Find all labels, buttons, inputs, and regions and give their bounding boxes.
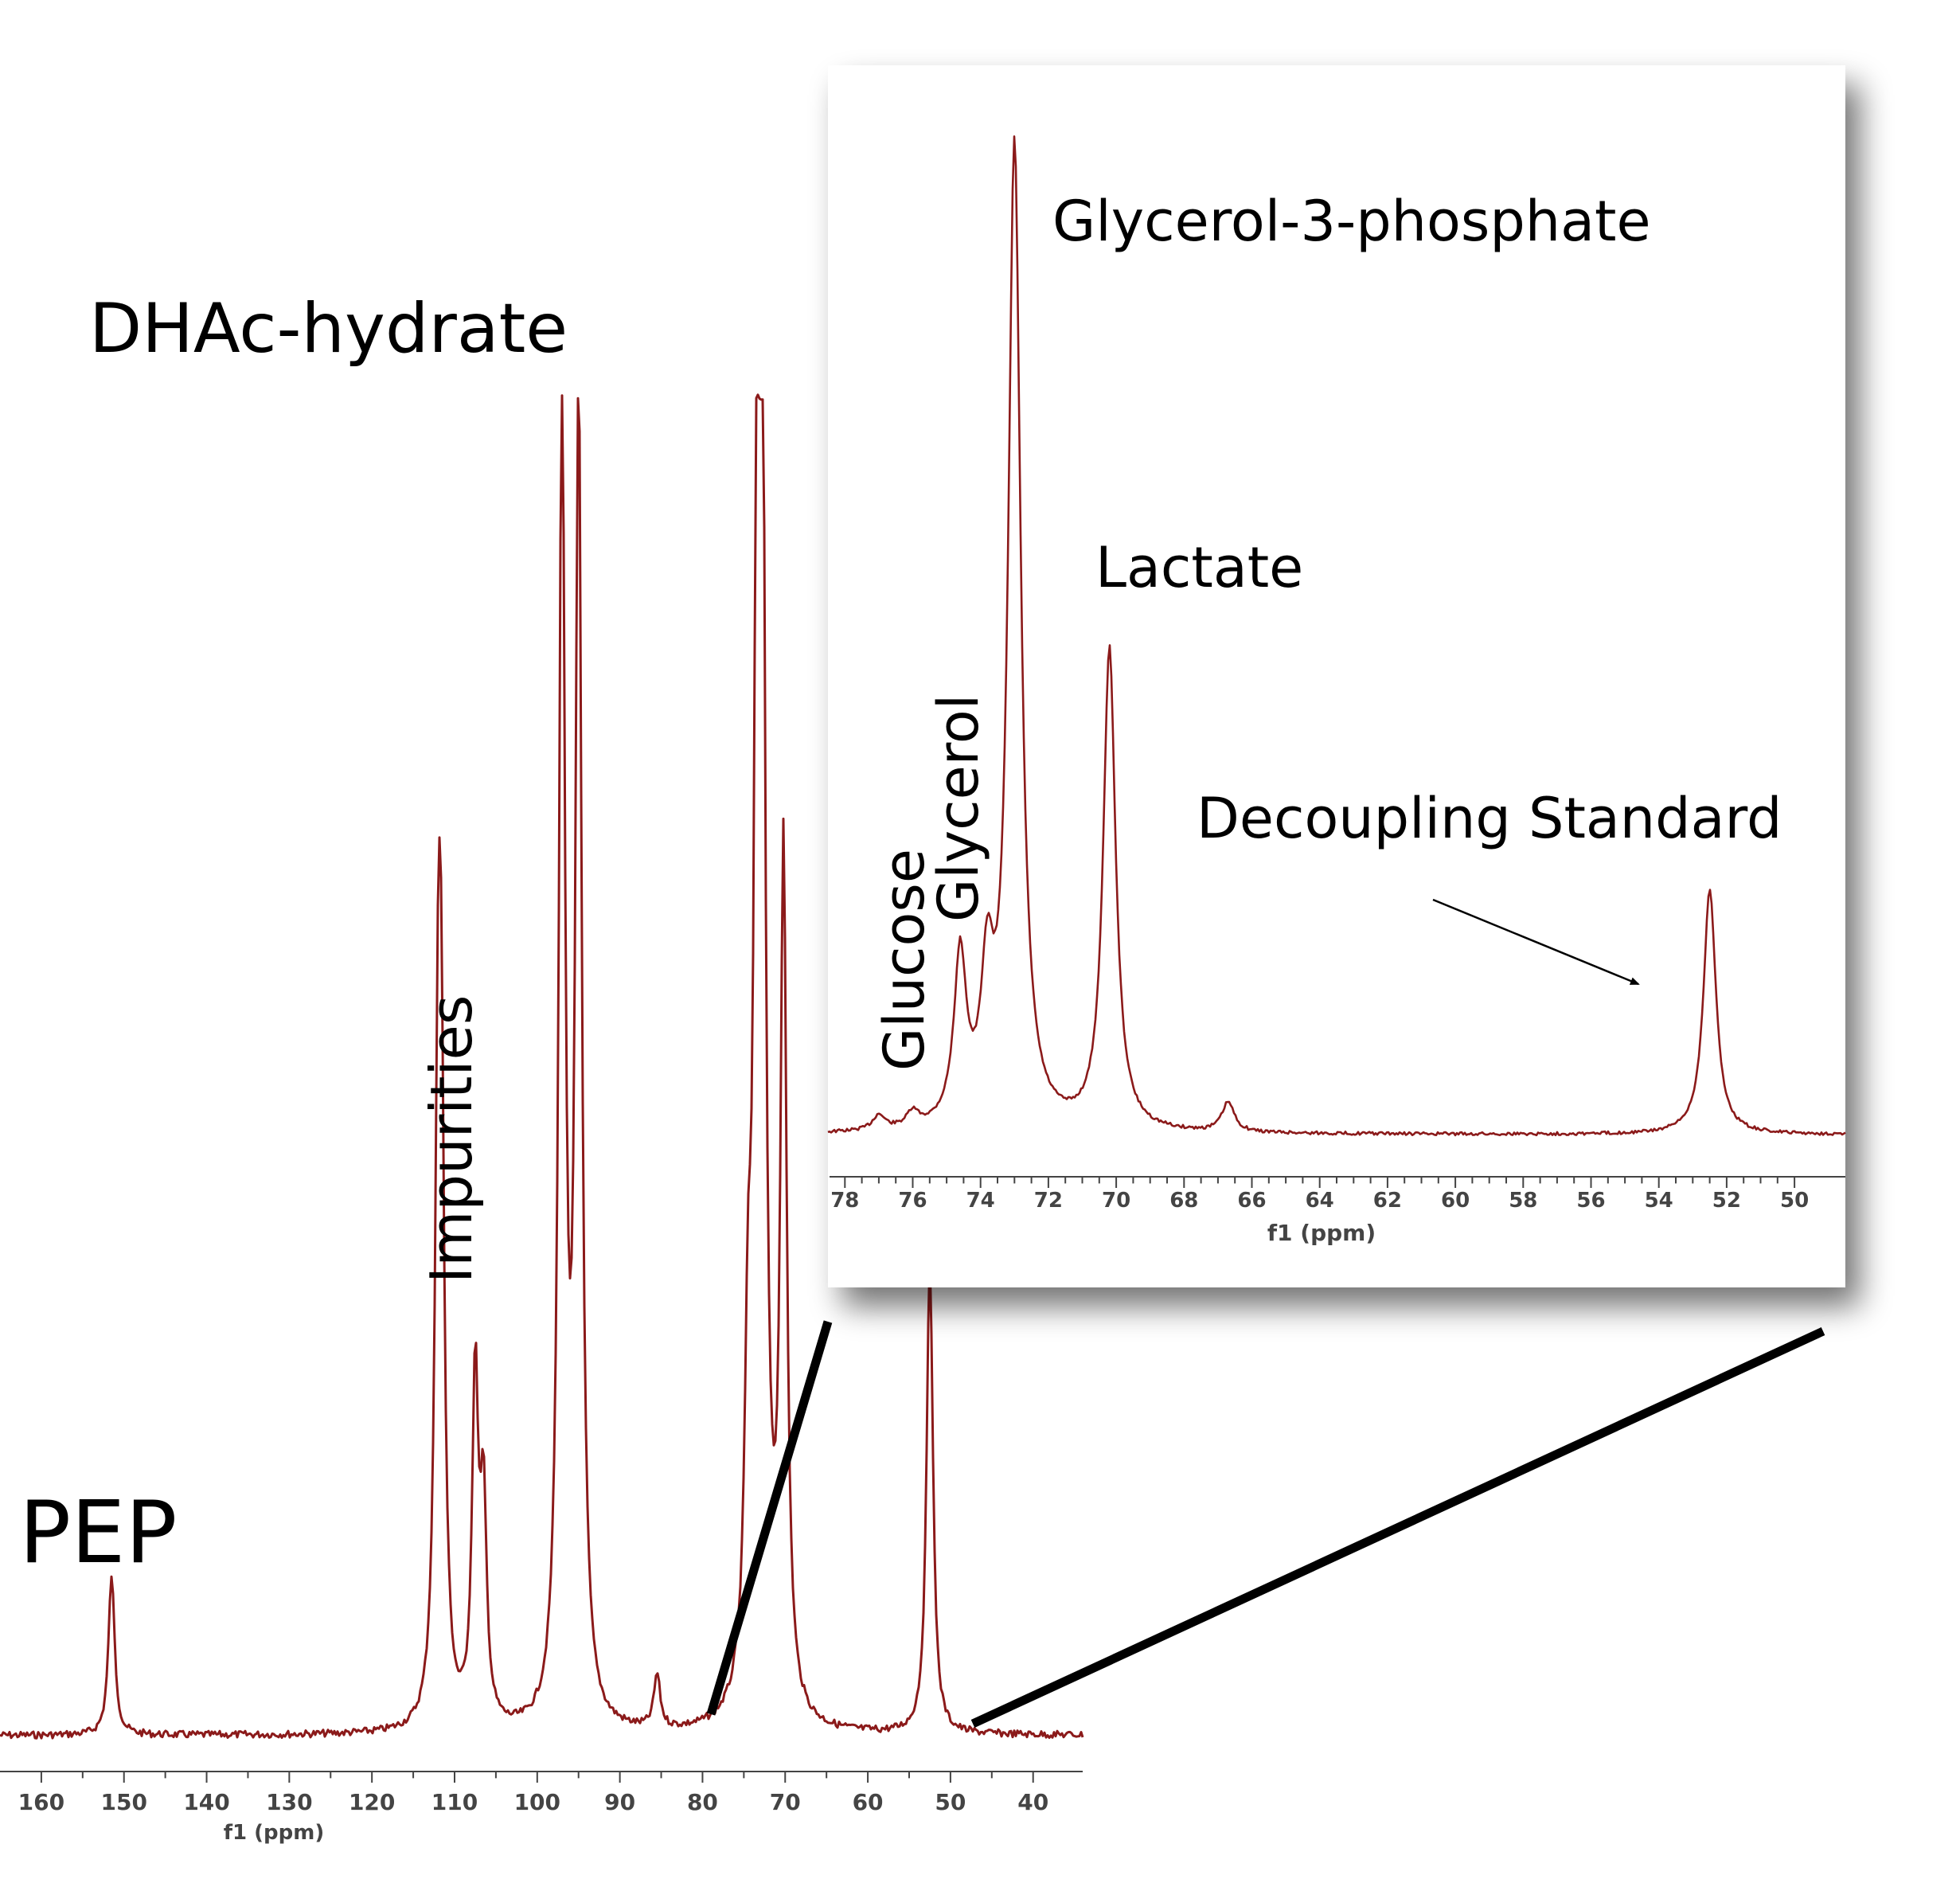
dhac-hydrate-label: DHAc-hydrate <box>89 289 568 369</box>
main-chart: 160 150 140 130 120 110 100 90 80 70 60 50 40 f1 (pp… <box>0 393 1084 1845</box>
zoom-connector-left <box>706 1320 833 1716</box>
x-tick-label: 40 <box>1017 1789 1048 1815</box>
x-tick-label: 70 <box>1102 1189 1130 1213</box>
pep-label: PEP <box>19 1483 178 1583</box>
x-tick-label: 56 <box>1576 1189 1605 1213</box>
decoupling-standard-label: Decoupling Standard <box>1197 786 1782 851</box>
x-tick-label: 110 <box>431 1789 478 1815</box>
x-tick-label: 140 <box>183 1789 229 1815</box>
x-tick-label: 72 <box>1034 1189 1063 1213</box>
decoupling-arrow <box>1432 898 1640 986</box>
x-tick-label: 62 <box>1373 1189 1402 1213</box>
glucose-label: Glucose <box>872 849 937 1071</box>
x-tick-label: 66 <box>1237 1189 1266 1213</box>
main-x-axis-title: f1 (ppm) <box>224 1821 325 1845</box>
x-tick-label: 74 <box>966 1189 995 1213</box>
g3p-label: Glycerol-3-phosphate <box>1052 189 1651 254</box>
x-tick-label: 60 <box>853 1789 884 1815</box>
x-tick-label: 90 <box>604 1789 635 1815</box>
zoom-connector-right <box>970 1327 1825 1728</box>
x-tick-label: 160 <box>18 1789 64 1815</box>
x-tick-label: 78 <box>830 1189 859 1213</box>
x-tick-label: 68 <box>1169 1189 1198 1213</box>
lactate-label: Lactate <box>1095 535 1303 600</box>
inset-panel: 78 76 74 72 70 68 66 64 62 60 58 56 54 52 50 f1 (ppm) … <box>827 65 1846 1287</box>
x-tick-label: 52 <box>1712 1189 1741 1213</box>
x-tick-label: 150 <box>100 1789 146 1815</box>
x-tick-label: 100 <box>514 1789 560 1815</box>
impurities-label: Impurities <box>418 995 485 1283</box>
x-tick-label: 50 <box>1780 1189 1809 1213</box>
inset-x-ticks: 78 76 74 72 70 68 66 64 62 60 58 56 54 52 50 <box>830 1177 1809 1213</box>
x-tick-label: 54 <box>1645 1189 1673 1213</box>
x-tick-label: 76 <box>898 1189 927 1213</box>
inset-x-axis-title: f1 (ppm) <box>1267 1220 1376 1246</box>
main-spectrum-trace <box>0 393 1084 1740</box>
inset-spectrum-trace <box>827 135 1846 1137</box>
x-tick-label: 60 <box>1441 1189 1470 1213</box>
x-tick-label: 130 <box>266 1789 312 1815</box>
x-tick-label: 70 <box>770 1789 801 1815</box>
glycerol-label: Glycerol <box>926 694 991 922</box>
x-tick-label: 50 <box>935 1789 966 1815</box>
main-x-ticks: 160 150 140 130 120 110 100 90 80 70 60 50 40 <box>18 1772 1048 1815</box>
x-tick-label: 64 <box>1306 1189 1334 1213</box>
x-tick-label: 120 <box>349 1789 395 1815</box>
x-tick-label: 58 <box>1509 1189 1537 1213</box>
x-tick-label: 80 <box>687 1789 718 1815</box>
inset-frame <box>828 65 1845 1287</box>
